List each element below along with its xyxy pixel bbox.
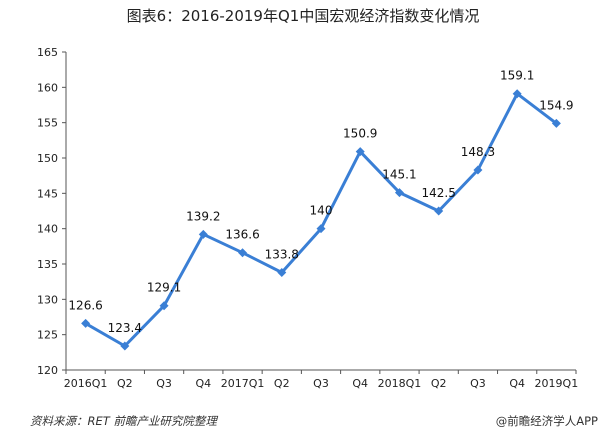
- x-tick-label: Q2: [431, 377, 447, 390]
- y-tick-label: 135: [37, 258, 58, 271]
- x-tick-label: Q3: [470, 377, 486, 390]
- data-point: [473, 165, 483, 175]
- x-tick-label: Q2: [117, 377, 133, 390]
- data-point: [277, 267, 287, 277]
- x-tick-label: Q2: [274, 377, 290, 390]
- data-label: 150.9: [343, 127, 377, 141]
- x-tick-label: Q4: [195, 377, 211, 390]
- data-label: 159.1: [500, 69, 534, 83]
- x-tick-label: 2019Q1: [535, 377, 579, 390]
- data-label: 142.5: [422, 186, 456, 200]
- y-tick-label: 140: [37, 223, 58, 236]
- data-point: [512, 89, 522, 99]
- x-tick-label: 2018Q1: [378, 377, 422, 390]
- x-tick-label: Q4: [509, 377, 525, 390]
- data-label: 139.2: [186, 209, 220, 223]
- y-tick-label: 160: [37, 81, 58, 94]
- data-label: 126.6: [68, 298, 102, 312]
- x-tick-label: 2017Q1: [221, 377, 265, 390]
- data-label: 140: [310, 204, 333, 218]
- data-point: [198, 229, 208, 239]
- y-tick-label: 165: [37, 46, 58, 59]
- x-tick-label: 2016Q1: [64, 377, 108, 390]
- data-point: [159, 301, 169, 311]
- data-label: 145.1: [382, 168, 416, 182]
- data-point: [120, 341, 130, 351]
- data-label: 136.6: [225, 228, 259, 242]
- y-tick-label: 150: [37, 152, 58, 165]
- data-label: 123.4: [108, 321, 142, 335]
- data-point: [238, 248, 248, 258]
- data-point: [394, 188, 404, 198]
- x-tick-label: Q3: [313, 377, 329, 390]
- brand-note: @前瞻经济学人APP: [495, 414, 598, 428]
- data-label: 154.9: [539, 98, 573, 112]
- data-point: [434, 206, 444, 216]
- y-tick-label: 155: [37, 117, 58, 130]
- data-point: [316, 224, 326, 234]
- x-tick-label: Q3: [156, 377, 172, 390]
- series-line: [84, 92, 558, 348]
- y-tick-label: 125: [37, 329, 58, 342]
- y-tick-label: 130: [37, 293, 58, 306]
- y-tick-label: 120: [37, 364, 58, 377]
- data-label: 129.1: [147, 281, 181, 295]
- data-label: 148.3: [461, 145, 495, 159]
- source-note: 资料来源：RET 前瞻产业研究院整理: [30, 414, 217, 428]
- data-point: [551, 118, 561, 128]
- y-tick-label: 145: [37, 187, 58, 200]
- x-tick-label: Q4: [352, 377, 368, 390]
- chart-title: 图表6：2016-2019年Q1中国宏观经济指数变化情况: [126, 7, 480, 25]
- data-point: [355, 147, 365, 157]
- data-point: [81, 318, 91, 328]
- data-label: 133.8: [265, 247, 299, 261]
